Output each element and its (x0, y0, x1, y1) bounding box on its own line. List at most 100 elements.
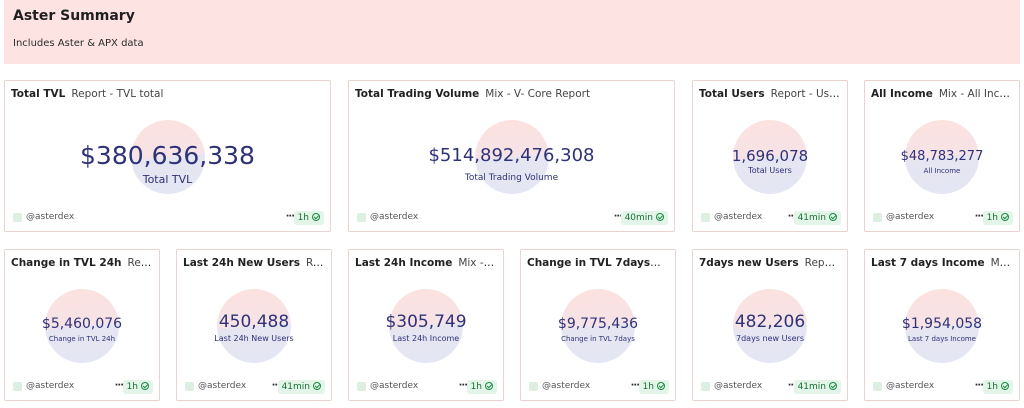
card-footer: @asterdex ··· 1h (529, 380, 669, 394)
card-source[interactable]: Report - TVL total (71, 88, 164, 100)
avatar-icon (701, 382, 710, 391)
card-title[interactable]: Last 7 days Income (871, 257, 985, 269)
freshness-badge: 1h (982, 380, 1013, 394)
card-title[interactable]: Total Users (699, 88, 765, 100)
metric-card-last-24h-new-users[interactable]: Last 24h New Users Repor... 450,488 Last … (176, 249, 332, 401)
more-dots-icon[interactable]: ··· (114, 380, 124, 391)
avatar-icon (13, 213, 22, 222)
card-source[interactable]: Mix - A... (990, 257, 1013, 269)
metric-card-total-users[interactable]: Total Users Report - Users 1,696,078 Tota… (692, 80, 848, 232)
freshness-badge: 1h (638, 380, 669, 394)
author-handle[interactable]: @asterdex (886, 381, 935, 391)
author-handle[interactable]: @asterdex (26, 381, 75, 391)
author-handle[interactable]: @asterdex (714, 212, 763, 222)
freshness-text: 1h (126, 382, 138, 392)
metric-value: $514,892,476,308 (428, 145, 595, 166)
metric-visual: $380,636,338 Total TVL (5, 109, 330, 205)
author-handle[interactable]: @asterdex (26, 212, 75, 222)
metric-card-7days-new-users[interactable]: 7days new Users Report - ... 482,206 7day… (692, 249, 848, 401)
author-handle[interactable]: @asterdex (370, 381, 419, 391)
freshness-badge: 41min (277, 380, 325, 394)
card-title[interactable]: Last 24h New Users (183, 257, 301, 269)
metric-label: Change in TVL 24h (48, 335, 116, 343)
decor-circle (733, 120, 807, 194)
page-title: Aster Summary (13, 8, 135, 24)
metric-label: Total TVL (142, 173, 193, 186)
freshness-badge: 41min (793, 211, 841, 225)
more-dots-icon[interactable]: ··· (613, 211, 623, 222)
card-header: All Income Mix - All Income (871, 88, 1013, 100)
metric-card-all-income[interactable]: All Income Mix - All Income $48,783,277 A… (864, 80, 1020, 232)
card-title[interactable]: Change in TVL 24h (11, 257, 122, 269)
card-header: Total Users Report - Users (699, 88, 841, 100)
more-dots-icon[interactable]: ··· (974, 211, 984, 222)
metric-card-last-7-days-income[interactable]: Last 7 days Income Mix - A... $1,954,058 … (864, 249, 1020, 401)
card-source[interactable]: Mix - All I... (458, 257, 497, 269)
more-dots-icon[interactable]: ··· (271, 380, 281, 391)
metric-value: $305,749 (385, 312, 467, 332)
freshness-text: 1h (297, 213, 309, 223)
metric-label: Change in TVL 7days (561, 335, 635, 343)
check-circle-icon (313, 382, 321, 390)
decor-circle (217, 289, 291, 363)
avatar-icon (357, 382, 366, 391)
avatar-icon (185, 382, 194, 391)
metric-card-total-tvl[interactable]: Total TVL Report - TVL total $380,636,338… (4, 80, 331, 232)
card-footer: @asterdex ··· 1h (873, 380, 1013, 394)
metric-value: $5,460,076 (41, 316, 123, 332)
avatar-icon (13, 382, 22, 391)
metric-card-change-tvl-7days[interactable]: Change in TVL 7daysRepo... $9,775,436 Ch… (520, 249, 676, 401)
card-source[interactable]: Report - Users (770, 88, 841, 100)
decor-circle (561, 289, 635, 363)
card-title[interactable]: Last 24h Income (355, 257, 453, 269)
check-circle-icon (485, 382, 493, 390)
card-header: Last 7 days Income Mix - A... (871, 257, 1013, 269)
card-title[interactable]: Total Trading Volume (355, 88, 480, 100)
decor-circle (733, 289, 807, 363)
more-dots-icon[interactable]: ··· (787, 211, 797, 222)
metric-value: 1,696,078 (731, 147, 809, 165)
more-dots-icon[interactable]: ··· (787, 380, 797, 391)
metric-value: 482,206 (734, 312, 806, 332)
decor-circle (130, 120, 205, 194)
card-source[interactable]: Mix - All Income (938, 88, 1013, 100)
card-title[interactable]: All Income (871, 88, 933, 100)
author-handle[interactable]: @asterdex (198, 381, 247, 391)
author-handle[interactable]: @asterdex (542, 381, 591, 391)
more-dots-icon[interactable]: ··· (458, 380, 468, 391)
card-source[interactable]: Report - ... (804, 257, 841, 269)
more-dots-icon[interactable]: ··· (630, 380, 640, 391)
metric-visual: $5,460,076 Change in TVL 24h (5, 278, 159, 374)
freshness-badge: 1h (466, 380, 497, 394)
metric-card-last-24h-income[interactable]: Last 24h Income Mix - All I... $305,749 L… (348, 249, 504, 401)
card-footer: @asterdex ··· 41min (701, 380, 841, 394)
card-source[interactable]: Report-... (127, 257, 154, 269)
freshness-badge: 1h (982, 211, 1013, 225)
more-dots-icon[interactable]: ··· (974, 380, 984, 391)
metric-card-total-trading-volume[interactable]: Total Trading Volume Mix - V- Core Report… (348, 80, 675, 232)
freshness-text: 41min (797, 382, 826, 392)
card-title[interactable]: Total TVL (11, 88, 66, 100)
metric-label: Total Trading Volume (464, 173, 559, 183)
author-handle[interactable]: @asterdex (886, 212, 935, 222)
check-circle-icon (1001, 213, 1009, 221)
card-source[interactable]: Repor... (306, 257, 325, 269)
decor-circle (45, 289, 119, 363)
card-footer: @asterdex ··· 1h (13, 211, 324, 225)
more-dots-icon[interactable]: ··· (285, 211, 295, 222)
card-header: Change in TVL 7daysRepo... (527, 257, 669, 269)
card-title[interactable]: Change in TVL 7days (527, 257, 651, 269)
card-source[interactable]: Mix - V- Core Report (485, 88, 591, 100)
metric-card-change-tvl-24h[interactable]: Change in TVL 24h Report-... $5,460,076 C… (4, 249, 160, 401)
decor-circle (905, 120, 979, 194)
author-handle[interactable]: @asterdex (370, 212, 419, 222)
avatar-icon (701, 213, 710, 222)
metric-value: $9,775,436 (557, 316, 639, 332)
card-title[interactable]: 7days new Users (699, 257, 799, 269)
freshness-badge: 41min (793, 380, 841, 394)
check-circle-icon (312, 213, 320, 221)
metric-visual: $514,892,476,308 Total Trading Volume (349, 109, 674, 205)
freshness-badge: 1h (293, 211, 324, 225)
metric-visual: 1,696,078 Total Users (693, 109, 847, 205)
author-handle[interactable]: @asterdex (714, 381, 763, 391)
